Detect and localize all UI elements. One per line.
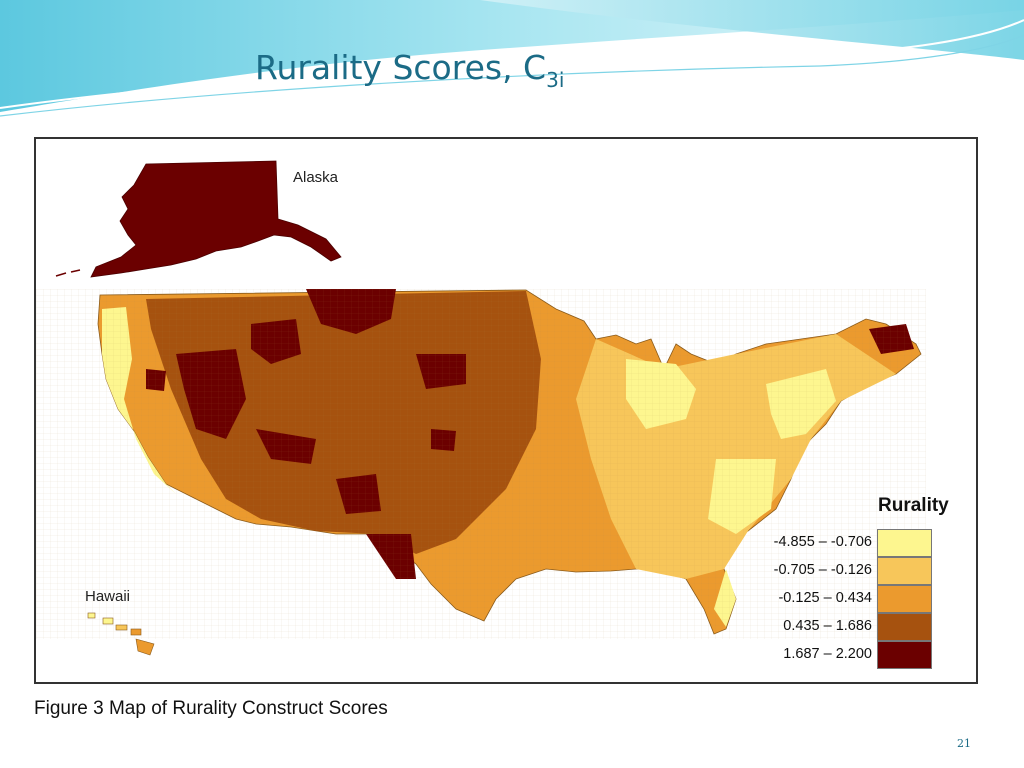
legend-item: 0.435 – 1.686: [756, 613, 956, 641]
legend-range-label: 0.435 – 1.686: [783, 618, 872, 634]
map-figure: Alaska Hawaii Rurality -4.855 – -0.706 -…: [34, 137, 978, 684]
hawaii-label: Hawaii: [85, 588, 131, 605]
legend-range-label: -4.855 – -0.706: [773, 534, 872, 550]
alaska-aleutians: [55, 263, 107, 277]
legend-item: -0.705 – -0.126: [756, 557, 956, 585]
legend-item: -4.855 – -0.706: [756, 529, 956, 557]
alaska-label: Alaska: [293, 169, 339, 186]
legend-item: -0.125 – 0.434: [756, 585, 956, 613]
legend-swatch: [877, 529, 932, 557]
county-boundary-texture: [36, 289, 926, 639]
legend-range-label: -0.705 – -0.126: [773, 562, 872, 578]
legend-range-label: 1.687 – 2.200: [783, 646, 872, 662]
legend-swatch: [877, 585, 932, 613]
legend-item: 1.687 – 2.200: [756, 641, 956, 669]
hawaii-shape: [87, 612, 155, 656]
slide-title: Rurality Scores, C3i: [255, 48, 564, 92]
slide-title-subscript: 3i: [546, 68, 565, 92]
figure-caption: Figure 3 Map of Rurality Construct Score…: [34, 698, 388, 719]
legend-swatch: [877, 641, 932, 669]
legend-swatch: [877, 613, 932, 641]
legend-range-label: -0.125 – 0.434: [778, 590, 872, 606]
legend-swatch: [877, 557, 932, 585]
legend-title: Rurality: [878, 495, 949, 516]
slide-title-text: Rurality Scores, C: [255, 48, 547, 87]
page-number: 21: [957, 737, 971, 750]
alaska-shape: [90, 160, 342, 278]
choropleth-map: [36, 160, 926, 656]
header-swoosh-decoration: [0, 0, 1024, 117]
